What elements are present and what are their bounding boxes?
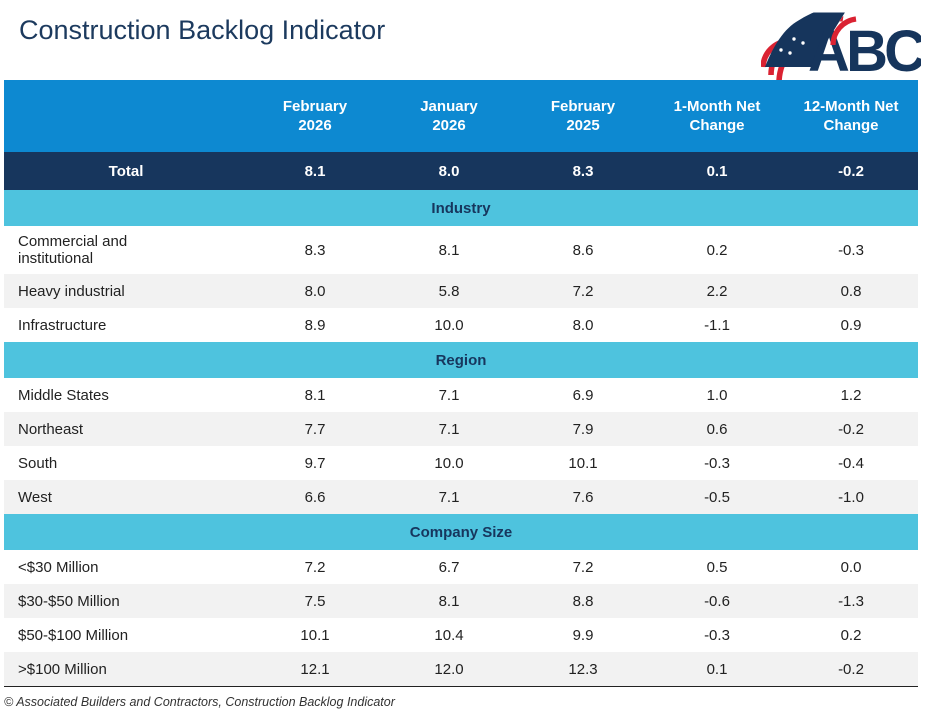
- svg-text:ABC: ABC: [808, 19, 921, 80]
